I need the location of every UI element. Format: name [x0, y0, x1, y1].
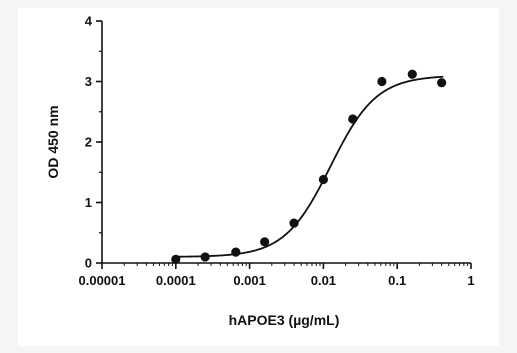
- x-tick-label: 0.01: [311, 273, 336, 288]
- x-tick-label: 0.1: [388, 273, 406, 288]
- x-axis-title: hAPOE3 (µg/mL): [229, 312, 340, 328]
- data-points: [171, 69, 447, 264]
- y-tick-label: 0: [85, 256, 92, 271]
- data-point: [200, 252, 210, 262]
- data-point: [260, 237, 270, 247]
- y-tick-label: 2: [85, 135, 92, 150]
- data-point: [318, 174, 328, 185]
- fit-curve: [175, 75, 444, 258]
- x-tick-label: 0.00001: [79, 273, 126, 288]
- data-point: [289, 218, 299, 228]
- x-tick-label: 0.0001: [156, 273, 196, 288]
- data-point: [437, 78, 447, 88]
- y-tick-label: 4: [85, 14, 93, 29]
- data-point: [348, 114, 358, 124]
- y-tick-label: 3: [85, 74, 92, 89]
- data-point: [171, 254, 181, 264]
- y-tick-label: 1: [85, 195, 92, 210]
- chart-panel: 0 1 2 3 4 0.00001 0.0001 0.001 0.01 0.1 1 OD 450 …: [18, 8, 499, 346]
- data-point: [231, 247, 241, 257]
- y-axis: 0 1 2 3 4: [85, 14, 103, 271]
- dose-response-chart: 0 1 2 3 4 0.00001 0.0001 0.001 0.01 0.1 1 OD 450 …: [45, 14, 475, 329]
- y-axis-title: OD 450 nm: [45, 105, 61, 178]
- x-tick-label: 1: [467, 273, 474, 288]
- x-axis: 0.00001 0.0001 0.001 0.01 0.1 1: [79, 262, 475, 288]
- data-point: [407, 69, 417, 79]
- x-tick-label: 0.001: [233, 273, 266, 288]
- data-point: [377, 76, 387, 87]
